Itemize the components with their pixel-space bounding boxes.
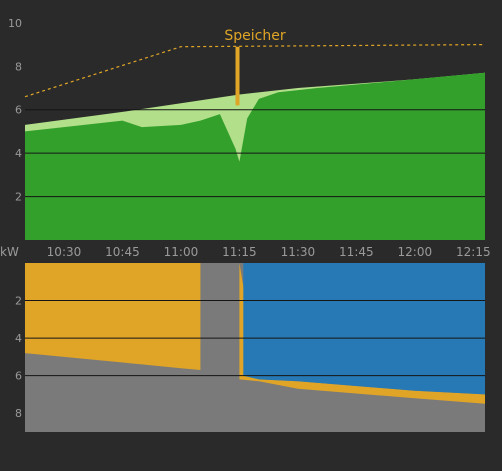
x-tick-label: 12:00 bbox=[398, 245, 433, 259]
bottom-y-tick-label: 2 bbox=[15, 295, 22, 308]
top-y-tick-label: 2 bbox=[15, 191, 22, 204]
storage-dashed-line bbox=[24, 44, 486, 98]
bottom-series-area-orange bbox=[25, 263, 201, 370]
bottom-y-tick-label: 4 bbox=[15, 332, 22, 345]
top-y-tick-label: 10 bbox=[8, 17, 22, 30]
top-y-tick-label: 6 bbox=[15, 104, 22, 117]
annotation-speicher: Speicher bbox=[224, 28, 285, 44]
top-series-area-green bbox=[25, 72, 485, 240]
bottom-y-tick-label: 8 bbox=[15, 407, 22, 420]
top-y-tick-label: 4 bbox=[15, 147, 22, 160]
bottom-series-area-blue bbox=[243, 263, 485, 395]
storage-spike bbox=[235, 46, 240, 106]
top-y-tick-label: 8 bbox=[15, 60, 22, 73]
x-tick-label: 11:45 bbox=[339, 245, 374, 259]
y-unit-label: kW bbox=[0, 245, 19, 259]
x-tick-label: 12:15 bbox=[456, 245, 491, 259]
x-tick-label: 11:00 bbox=[164, 245, 199, 259]
x-tick-label: 11:30 bbox=[281, 245, 316, 259]
x-tick-label: 10:45 bbox=[105, 245, 140, 259]
x-tick-label: 11:15 bbox=[222, 245, 257, 259]
x-tick-label: 10:30 bbox=[47, 245, 82, 259]
bottom-y-tick-label: 6 bbox=[15, 370, 22, 383]
